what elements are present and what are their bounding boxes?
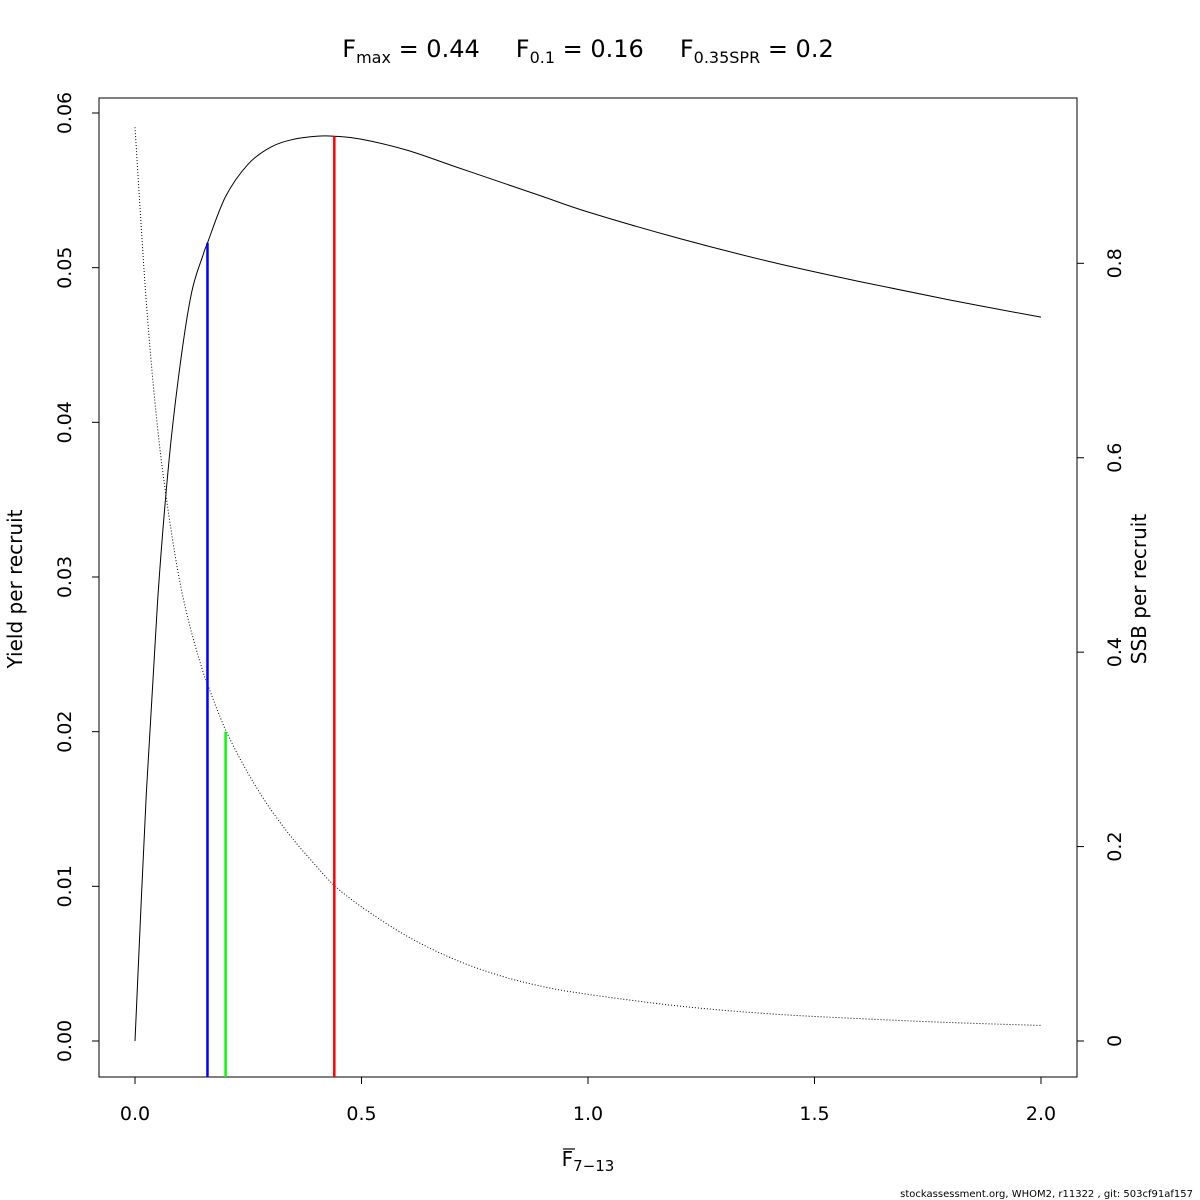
x-axis-label: F7−13 — [562, 1147, 615, 1175]
y-right-tick-label: 0.6 — [1104, 443, 1126, 473]
x-label-symbol: F — [562, 1147, 574, 1171]
title-symbol: F — [680, 35, 694, 63]
x-axis: 0.0 0.5 1.0 1.5 2.0 — [120, 1076, 1056, 1125]
x-tick-label: 2.0 — [1026, 1103, 1056, 1125]
x-tick-label: 1.0 — [573, 1103, 603, 1125]
title-symbol: F — [342, 35, 356, 63]
y-right-tick-label: 0.2 — [1104, 831, 1126, 861]
y-right-tick-label: 0 — [1104, 1035, 1126, 1047]
y-left-tick-label: 0.02 — [54, 711, 76, 753]
y-left-tick-label: 0.00 — [54, 1020, 76, 1062]
x-tick-label: 0.0 — [120, 1103, 150, 1125]
chart-title: Fmax = 0.44 F0.1 = 0.16 F0.35SPR = 0.2 — [342, 35, 833, 67]
series-layer — [134, 127, 1042, 1042]
title-value: = 0.2 — [760, 35, 834, 63]
x-label-subscript: 7−13 — [573, 1157, 614, 1175]
title-subscript: max — [356, 48, 391, 67]
footer-text: stockassessment.org, WHOM2, r11322 , git… — [900, 1189, 1193, 1200]
yield-per-recruit-line — [134, 135, 1042, 1042]
y-right-tick-label: 0.8 — [1104, 248, 1126, 278]
title-subscript: 0.35SPR — [694, 48, 761, 67]
y-right-tick-label: 0.4 — [1104, 637, 1126, 667]
y-left-tick-label: 0.03 — [54, 556, 76, 598]
title-value: = 0.16 — [555, 35, 644, 63]
y-left-tick-label: 0.01 — [54, 865, 76, 907]
y-axis-left: 0.00 0.01 0.02 0.03 0.04 0.05 0.06 — [54, 92, 100, 1062]
y-axis-right: 0 0.2 0.4 0.6 0.8 — [1076, 248, 1126, 1047]
y-axis-left-label: Yield per recruit — [3, 509, 27, 669]
x-tick-label: 1.5 — [799, 1103, 829, 1125]
y-left-tick-label: 0.04 — [54, 401, 76, 443]
reference-lines — [206, 136, 336, 1077]
title-value: = 0.44 — [391, 35, 480, 63]
plot-frame — [98, 97, 1078, 1078]
ssb-per-recruit-line — [134, 127, 1042, 1026]
title-symbol: F — [516, 35, 530, 63]
x-tick-label: 0.5 — [346, 1103, 376, 1125]
y-left-tick-label: 0.06 — [54, 92, 76, 134]
title-subscript: 0.1 — [530, 48, 555, 67]
y-left-tick-label: 0.05 — [54, 247, 76, 289]
y-axis-right-label: SSB per recruit — [1127, 514, 1151, 665]
